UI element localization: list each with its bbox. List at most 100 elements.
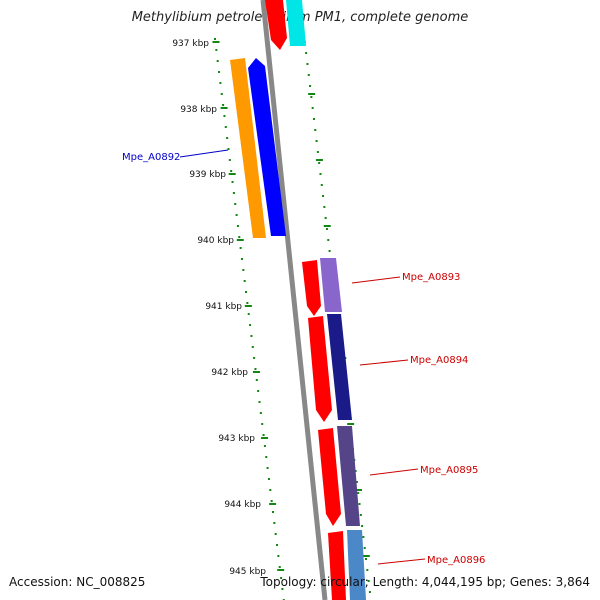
track-dot (361, 525, 364, 527)
track-dot (316, 151, 319, 153)
top-features (265, 0, 306, 50)
track-dot (367, 580, 370, 582)
track-dot (270, 500, 273, 502)
gene-group-mpe-a0893[interactable] (302, 258, 342, 316)
track-dot (366, 569, 369, 571)
gene-label-mpe-a0894[interactable]: Mpe_A0894 (410, 355, 468, 366)
track-dot (254, 368, 257, 370)
gene-group-mpe-a0894[interactable] (308, 314, 352, 422)
track-dot (323, 206, 326, 208)
accession-text: Accession: NC_008825 (9, 575, 146, 589)
track-dot (226, 137, 229, 139)
cds-feature-mpe-a0894[interactable] (308, 316, 332, 422)
callout-line-mpe-a0894 (359, 359, 409, 366)
track-dot (362, 536, 365, 538)
track-dot (258, 401, 261, 403)
track-dot (274, 533, 277, 535)
track-dot (224, 126, 227, 128)
track-dot (358, 503, 361, 505)
track-dot (239, 247, 242, 249)
track-dot (312, 118, 315, 120)
track-dot (319, 173, 322, 175)
track-dot (234, 203, 237, 205)
track-dot (307, 74, 310, 76)
backbone-highlight (262, 0, 332, 600)
cds-feature-mpe-a0892[interactable] (248, 58, 286, 236)
track-dot (267, 478, 270, 480)
track-dot (320, 184, 323, 186)
track-dot (232, 192, 235, 194)
track-dot (309, 85, 312, 87)
tick-label-939: 939 kbp (189, 170, 226, 180)
track-dot (215, 49, 218, 51)
track-dot (253, 357, 256, 359)
gene-feature-mpe-a0892[interactable] (230, 58, 266, 238)
gene-label-mpe-a0893[interactable]: Mpe_A0893 (402, 272, 460, 283)
track-dot (324, 217, 327, 219)
track-dot (227, 148, 230, 150)
gene-feature-mpe-a0893[interactable] (320, 258, 342, 312)
backbone-line (260, 0, 328, 600)
track-dot (250, 335, 253, 337)
track-dot (257, 390, 260, 392)
track-dot (325, 228, 328, 230)
track-dot (280, 577, 283, 579)
track-dot (220, 93, 223, 95)
track-dot (276, 544, 279, 546)
gene-label-mpe-a0896[interactable]: Mpe_A0896 (427, 555, 485, 566)
track-dot (242, 269, 245, 271)
track-dot (322, 195, 325, 197)
track-dot (243, 280, 246, 282)
gene-feature-mpe-a0896[interactable] (347, 530, 366, 600)
left-tick-track (212, 38, 285, 600)
track-dot (230, 170, 233, 172)
track-dot (363, 547, 366, 549)
gene-group-mpe-a0895[interactable] (318, 426, 360, 526)
track-dot (263, 445, 266, 447)
track-dot (247, 313, 250, 315)
gene-label-mpe-a0895[interactable]: Mpe_A0895 (420, 465, 478, 476)
genome-summary-text: Topology: circular; Length: 4,044,195 bp… (260, 575, 590, 589)
track-dot (265, 456, 268, 458)
track-dot (245, 291, 248, 293)
track-dot (238, 236, 241, 238)
tick-label-945: 945 kbp (229, 567, 266, 577)
gene-group-mpe-a0896[interactable] (328, 530, 366, 600)
gene-group-mpe-a0892[interactable] (230, 58, 286, 238)
callout-line-mpe-a0895 (369, 468, 419, 476)
track-dot (281, 588, 284, 590)
cds-feature-mpe-a0895[interactable] (318, 428, 341, 526)
track-dot (219, 82, 222, 84)
track-dot (306, 63, 309, 65)
tick-labels: 937 kbp 938 kbp 939 kbp 940 kbp 941 kbp … (172, 39, 266, 577)
track-dot (354, 470, 357, 472)
tick-label-941: 941 kbp (205, 302, 242, 312)
cds-feature-mpe-a0893[interactable] (302, 260, 321, 316)
track-dot (240, 258, 243, 260)
track-dot (259, 412, 262, 414)
track-dot (271, 511, 274, 513)
track-dot (223, 115, 226, 117)
cds-top-partial[interactable] (265, 0, 287, 50)
gene-labels: Mpe_A0892 Mpe_A0893 Mpe_A0894 Mpe_A0895 … (122, 152, 485, 566)
track-dot (222, 104, 225, 106)
track-dot (249, 324, 252, 326)
track-dot (218, 71, 221, 73)
tick-label-937: 937 kbp (172, 39, 209, 49)
track-dot (266, 467, 269, 469)
rna-top-partial[interactable] (286, 0, 306, 46)
track-dot (311, 107, 314, 109)
callout-line-mpe-a0892 (179, 149, 229, 158)
track-dot (214, 38, 216, 40)
track-dot (269, 489, 272, 491)
track-dot (228, 159, 231, 161)
gene-feature-mpe-a0894[interactable] (327, 314, 352, 420)
gene-label-mpe-a0892[interactable]: Mpe_A0892 (122, 152, 180, 163)
cds-feature-mpe-a0896[interactable] (328, 531, 346, 600)
gene-feature-mpe-a0895[interactable] (337, 426, 360, 526)
tick-label-940: 940 kbp (197, 236, 234, 246)
track-dot (365, 558, 368, 560)
tick-label-938: 938 kbp (180, 105, 217, 115)
track-dot (216, 60, 219, 62)
